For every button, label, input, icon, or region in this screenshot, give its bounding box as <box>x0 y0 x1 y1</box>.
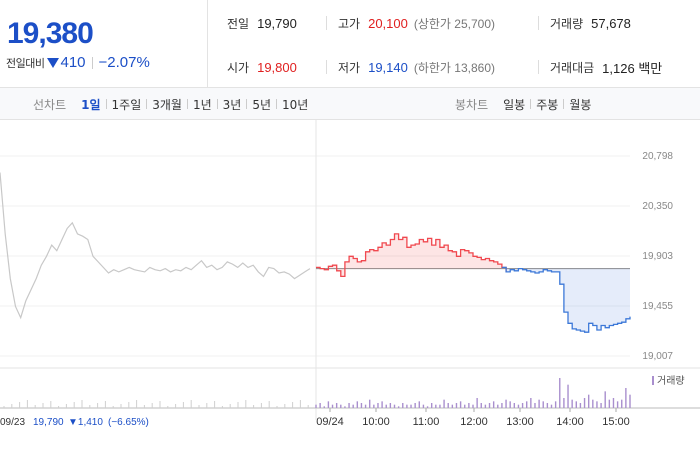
prev-close-value: 19,790 <box>257 15 297 31</box>
down-area-fill <box>501 267 630 333</box>
volume: 거래량 57,678 <box>550 12 631 34</box>
period-tab-0[interactable]: 1일 <box>81 97 101 112</box>
y-tick-label: 19,455 <box>642 301 673 312</box>
toolbar-divider <box>246 99 248 109</box>
current-price: 19,380 <box>7 17 94 50</box>
x-tick-label: 11:00 <box>413 416 440 428</box>
toolbar-divider <box>563 99 565 109</box>
lower-limit: (하한가 13,860) <box>413 60 496 75</box>
footer-price: 19,790 <box>33 417 64 428</box>
today-up-line <box>316 233 507 278</box>
change-percent: −2.07% <box>98 54 150 71</box>
toolbar-divider <box>105 99 107 109</box>
period-tab-5[interactable]: 5년 <box>252 97 272 112</box>
open-price: 시가 19,800 <box>227 56 297 78</box>
period-tab-6[interactable]: 10년 <box>282 97 309 112</box>
volume-value: 57,678 <box>591 15 631 31</box>
low-value: 19,140 <box>368 59 408 75</box>
price-summary: 19,380 전일대비 410 −2.07% <box>0 0 208 88</box>
toolbar-divider <box>276 99 278 109</box>
candle-tab-1[interactable]: 주봉 <box>536 97 559 112</box>
period-tab-4[interactable]: 3년 <box>222 97 242 112</box>
volume-label: 거래량 <box>550 16 584 31</box>
footer-percent: (−6.65%) <box>108 417 149 428</box>
prev-close-label: 전일 <box>227 16 250 31</box>
price-chart: 20,798 20,350 19,903 19,455 19,007 거래량 09/24 10… <box>0 120 700 428</box>
low-price: 저가 19,140 (하한가 13,860) <box>338 56 495 78</box>
candle-tab-0[interactable]: 일봉 <box>503 97 526 112</box>
high-label: 고가 <box>338 16 361 31</box>
price-change: 전일대비 410 −2.07% <box>6 54 150 71</box>
chart-toolbar: 선차트 1일 1주일 3개월 1년 3년 5년 10년 봉차트 일봉 주봉 월봉 <box>0 88 700 120</box>
trade-amount-value: 1,126 백만 <box>602 60 663 76</box>
today-down-line <box>501 266 631 333</box>
x-tick-label: 10:00 <box>362 416 390 428</box>
volume-legend-swatch <box>652 376 654 385</box>
x-tick-label: 09/24 <box>316 416 344 428</box>
trade-amount-label: 거래대금 <box>550 60 595 75</box>
footer-date: 09/23 <box>0 417 25 428</box>
y-tick-label: 20,350 <box>642 201 673 212</box>
high-value: 20,100 <box>368 15 408 31</box>
period-tab-2[interactable]: 3개월 <box>152 97 182 112</box>
toolbar-divider <box>146 99 148 109</box>
candle-tab-2[interactable]: 월봉 <box>569 97 592 112</box>
candle-chart-periods: 봉차트 일봉 주봉 월봉 <box>455 88 596 120</box>
change-label: 전일대비 <box>6 56 45 70</box>
trade-amount: 거래대금 1,126 백만 <box>550 56 662 78</box>
upper-limit: (상한가 25,700) <box>413 16 496 31</box>
up-area-fill <box>316 233 507 277</box>
toolbar-divider <box>530 99 532 109</box>
previous-day-line <box>0 172 311 320</box>
toolbar-divider <box>216 99 218 109</box>
x-tick-label: 15:00 <box>602 416 630 428</box>
open-value: 19,800 <box>257 59 297 75</box>
line-chart-title: 선차트 <box>33 97 67 112</box>
prev-close: 전일 19,790 <box>227 12 297 34</box>
footer-change: ▼1,410 <box>68 417 103 428</box>
y-tick-label: 20,798 <box>642 151 673 162</box>
down-triangle-icon <box>47 57 60 68</box>
divider <box>91 56 93 69</box>
volume-legend-label: 거래량 <box>657 375 685 387</box>
x-tick-label: 12:00 <box>460 416 488 428</box>
low-label: 저가 <box>338 60 361 75</box>
quote-info-grid: 전일 19,790 고가 20,100 (상한가 25,700) 거래량 57,… <box>209 0 700 88</box>
y-tick-label: 19,007 <box>642 351 673 362</box>
candle-chart-title: 봉차트 <box>455 97 489 112</box>
toolbar-divider <box>186 99 188 109</box>
y-tick-label: 19,903 <box>642 251 673 262</box>
x-tick-label: 14:00 <box>556 416 584 428</box>
line-chart-periods: 선차트 1일 1주일 3개월 1년 3년 5년 10년 <box>33 88 313 120</box>
quote-panel: 19,380 전일대비 410 −2.07% 전일 19,790 고가 20,1… <box>0 0 700 88</box>
open-label: 시가 <box>227 60 250 75</box>
high-price: 고가 20,100 (상한가 25,700) <box>338 12 495 34</box>
period-tab-1[interactable]: 1주일 <box>111 97 142 112</box>
x-tick-label: 13:00 <box>506 416 534 428</box>
period-tab-3[interactable]: 1년 <box>192 97 212 112</box>
change-amount: 410 <box>60 54 86 71</box>
